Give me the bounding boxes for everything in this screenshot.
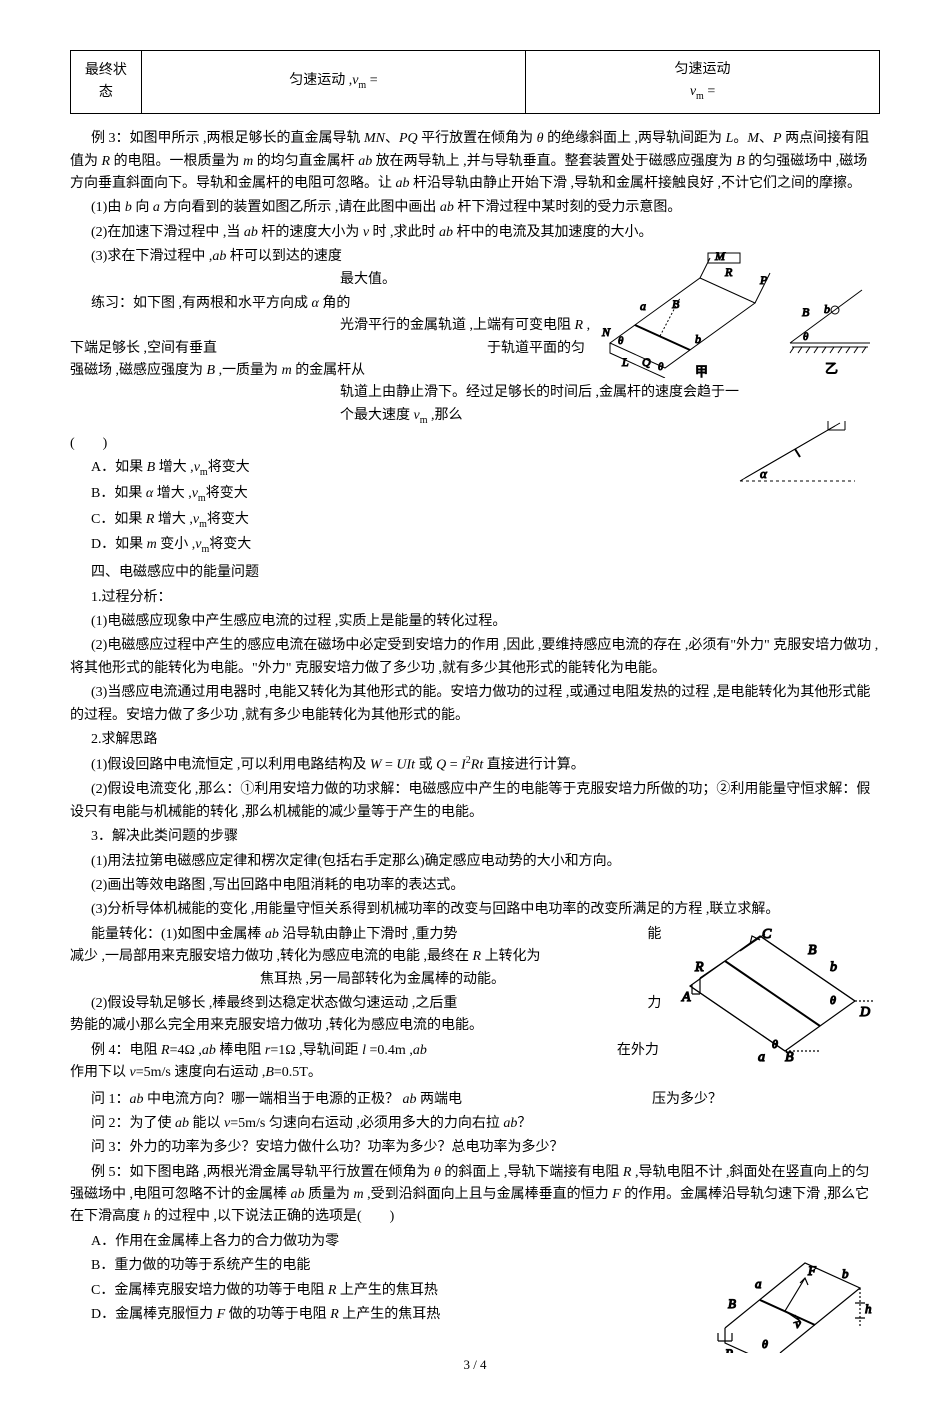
svg-text:B: B [808, 943, 817, 958]
section4-p6: (1)用法拉第电磁感应定律和楞次定律(包括右手定那么)确定感应电动势的大小和方向… [70, 851, 880, 873]
svg-text:F: F [807, 1263, 817, 1278]
section4-sub2: 2.求解思路 [70, 729, 880, 751]
example3-intro: 例 3：如图甲所示 ,两根足够长的直金属导轨 MN、PQ 平行放置在倾角为 θ … [70, 128, 880, 195]
svg-text:R: R [724, 265, 733, 279]
svg-text:b: b [695, 332, 701, 346]
example3-q1: (1)由 b 向 a 方向看到的装置如图乙所示 ,请在此图中画出 ab 杆下滑过… [70, 197, 880, 219]
example4-q2: 问 2：为了使 ab 能以 v=5m/s 匀速向右运动 ,必须用多大的力向右拉 … [70, 1113, 880, 1135]
svg-text:Q: Q [642, 355, 651, 369]
svg-text:a: a [758, 1050, 765, 1065]
svg-text:a: a [640, 299, 646, 313]
row-label: 最终状态 [71, 51, 142, 114]
svg-text:A: A [681, 990, 691, 1005]
svg-text:P: P [759, 273, 768, 287]
example3-q2: (2)在加速下滑过程中 ,当 ab 杆的速度大小为 v 时 ,求此时 ab 杆中… [70, 222, 880, 244]
svg-text:L: L [621, 355, 629, 369]
svg-text:B: B [672, 297, 680, 311]
section4-sub3: 3．解决此类问题的步骤 [70, 826, 880, 848]
svg-text:R: R [724, 1346, 733, 1353]
figure-1: M R P a b B N Q L θ θ 甲 b B θ 乙 [600, 248, 880, 378]
section4-p3: (3)当感应电流通过用电器时 ,电能又转化为其他形式的能。安培力做功的过程 ,或… [70, 682, 880, 727]
state-table: 最终状态 匀速运动 ,vm = 匀速运动 vm = [70, 50, 880, 114]
svg-text:N: N [601, 325, 611, 339]
example4-q3: 问 3：外力的功率为多少？安培力做什么功？功率为多少？总电功率为多少？ [70, 1137, 880, 1159]
svg-text:θ: θ [803, 331, 809, 343]
svg-text:甲: 甲 [695, 364, 708, 378]
section4-p8: (3)分析导体机械能的变化 ,用能量守恒关系得到机械功率的改变与回路中电功率的改… [70, 899, 880, 921]
svg-text:α: α [760, 466, 768, 481]
cell-middle: 匀速运动 ,vm = [141, 51, 525, 114]
section4-p7: (2)画出等效电路图 ,写出回路中电阻消耗的电功率的表达式。 [70, 875, 880, 897]
svg-text:b: b [842, 1266, 849, 1281]
section4-sub1: 1.过程分析： [70, 587, 880, 609]
figure-4: a b F B v h θ R [700, 1233, 880, 1353]
svg-text:M: M [714, 249, 726, 263]
svg-text:b: b [830, 960, 837, 975]
svg-text:b: b [824, 302, 830, 316]
svg-text:B: B [728, 1296, 736, 1311]
section4-title: 四、电磁感应中的能量问题 [70, 562, 880, 584]
cell-right: 匀速运动 vm = [526, 51, 880, 114]
svg-text:B: B [802, 305, 810, 319]
svg-text:v: v [795, 1316, 801, 1331]
figure-2: α [720, 421, 880, 501]
svg-text:R: R [694, 960, 704, 975]
svg-text:θ: θ [618, 335, 624, 347]
svg-text:θ: θ [830, 993, 836, 1007]
svg-text:乙: 乙 [825, 361, 838, 376]
practice-optC: C．如果 R 增大 ,vm将变大 [70, 509, 880, 533]
practice-optD: D．如果 m 变小 ,vm将变大 [70, 534, 880, 558]
svg-text:a: a [755, 1276, 762, 1291]
section4-p4: (1)假设回路中电流恒定 ,可以利用电路结构及 W = UIt 或 Q = I2… [70, 753, 880, 777]
svg-text:h: h [865, 1301, 872, 1316]
example5-intro: 例 5：如下图电路 ,两根光滑金属导轨平行放置在倾角为 θ 的斜面上 ,导轨下端… [70, 1162, 880, 1229]
example4-q1: 问 1：ab 中电流方向？哪一端相当于电源的正极？ ab 两端电压为多少？ [70, 1089, 880, 1111]
svg-text:B: B [785, 1050, 794, 1065]
svg-text:C: C [762, 927, 772, 942]
svg-text:D: D [859, 1005, 870, 1020]
svg-text:θ: θ [772, 1037, 778, 1051]
section4-p5: (2)假设电流变化 ,那么：①利用安培力做的功求解：电磁感应中产生的电能等于克服… [70, 779, 880, 824]
svg-text:θ: θ [658, 361, 664, 373]
section4-p2: (2)电磁感应过程中产生的感应电流在磁场中必定受到安培力的作用 ,因此 ,要维持… [70, 635, 880, 680]
section4-p1: (1)电磁感应现象中产生感应电流的过程 ,实质上是能量的转化过程。 [70, 611, 880, 633]
page-number: 3 / 4 [70, 1355, 880, 1376]
figure-3: C B R b A D a θ B θ [680, 926, 880, 1076]
